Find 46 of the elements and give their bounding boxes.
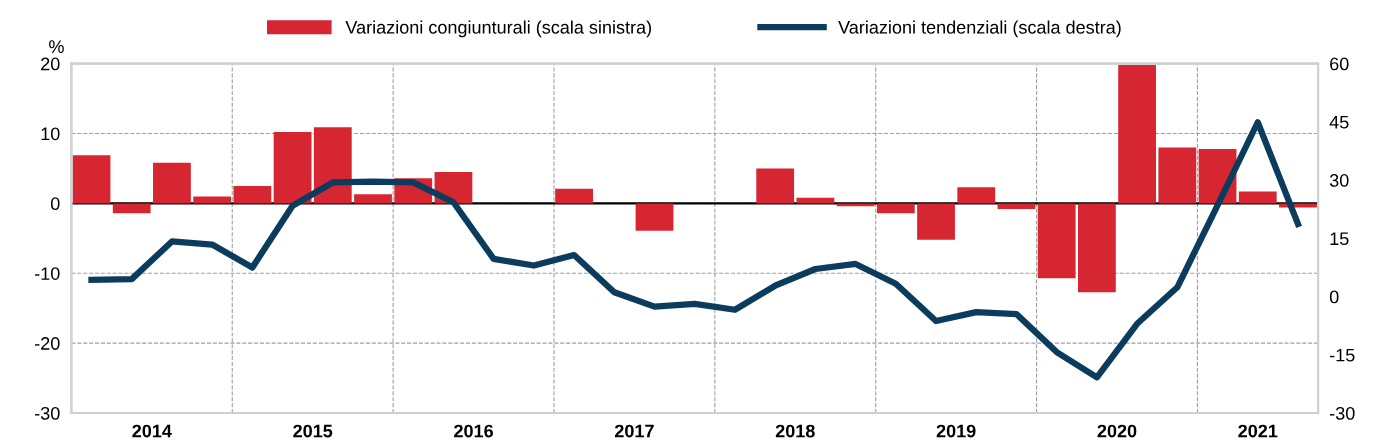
bar xyxy=(876,203,915,214)
bar xyxy=(836,203,875,207)
x-tick-label: 2017 xyxy=(614,424,654,438)
bar xyxy=(313,127,352,204)
x-tick-label: 2015 xyxy=(293,424,333,438)
x-tick-label: 2019 xyxy=(936,424,976,438)
bar xyxy=(1238,191,1277,204)
y2-tick-label: 60 xyxy=(1330,57,1349,71)
bar xyxy=(796,197,835,204)
bar xyxy=(193,196,232,204)
y2-tick-label: 30 xyxy=(1329,174,1349,187)
y-tick-label: 0 xyxy=(50,197,60,211)
bar xyxy=(917,203,955,240)
bar xyxy=(153,162,191,204)
y-tick-label: -20 xyxy=(34,337,60,350)
y2-tick-label: 0 xyxy=(1329,290,1339,304)
bar xyxy=(1158,147,1197,204)
y-tick-label: -10 xyxy=(34,267,60,280)
y-axis-title: % xyxy=(49,40,64,53)
y-tick-label: -30 xyxy=(34,406,60,420)
bar xyxy=(354,194,392,204)
y2-tick-label: -30 xyxy=(1329,406,1355,420)
y-tick-label: 20 xyxy=(41,57,60,71)
bar xyxy=(1118,65,1157,204)
bar xyxy=(112,203,151,214)
bar xyxy=(72,155,111,204)
y-tick-label: 10 xyxy=(41,127,60,141)
y2-tick-label: 45 xyxy=(1329,115,1349,129)
x-tick-label: 2014 xyxy=(132,424,172,438)
legend-label: Variazioni congiunturali (scala sinistra) xyxy=(345,20,651,38)
x-tick-label: 2016 xyxy=(454,424,493,438)
bar xyxy=(997,203,1036,209)
x-tick-label: 2021 xyxy=(1238,424,1278,438)
bar xyxy=(555,188,593,204)
x-tick-label: 2018 xyxy=(775,424,815,438)
x-tick-label: 2020 xyxy=(1097,424,1137,438)
legend-label: Variazioni tendenziali (scala destra) xyxy=(838,20,1121,38)
bar xyxy=(1077,203,1116,293)
bar xyxy=(1037,203,1076,279)
bar xyxy=(957,187,996,204)
bar xyxy=(233,185,272,204)
bar xyxy=(273,132,312,204)
bar xyxy=(756,168,795,204)
y2-tick-label: -15 xyxy=(1329,348,1355,362)
bar xyxy=(635,203,674,231)
y2-tick-label: 15 xyxy=(1330,232,1349,246)
